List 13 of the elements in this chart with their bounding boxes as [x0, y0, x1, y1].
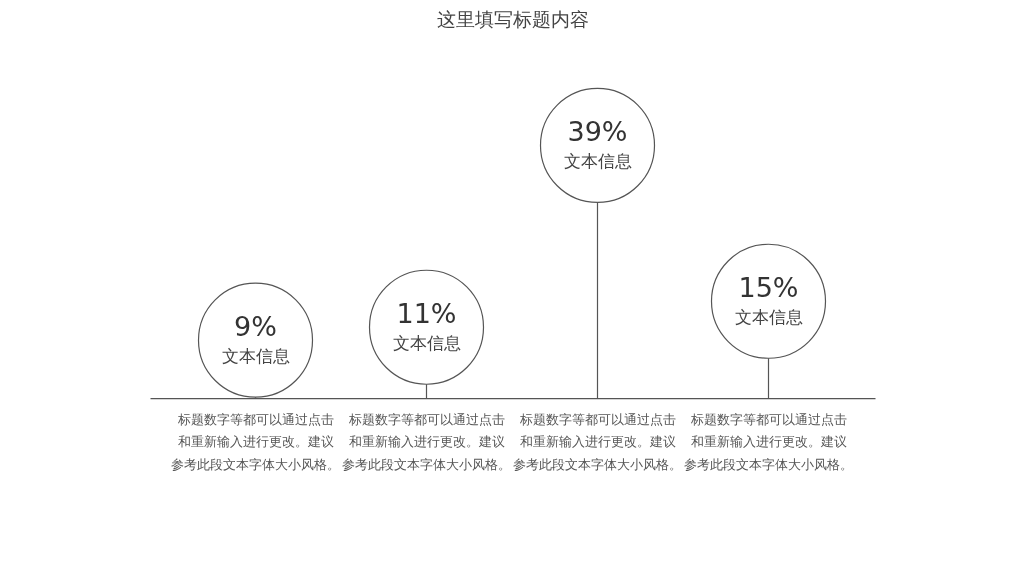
annotation: 文本信息 — [392, 332, 461, 353]
x-tick-label: 标题数字等都可以通过点击和重新输入进行更改。建议参考此段文本字体大小风格。 — [513, 411, 682, 472]
annotation: 文本信息 — [734, 306, 803, 327]
x-tick-label: 标题数字等都可以通过点击和重新输入进行更改。建议参考此段文本字体大小风格。 — [684, 411, 853, 472]
chart-title: 这里填写标题内容 — [436, 7, 589, 30]
text: 文本信息 — [221, 345, 290, 366]
data-label: 39% — [567, 116, 628, 148]
x-tick-label: 标题数字等都可以通过点击和重新输入进行更改。建议参考此段文本字体大小风格。 — [171, 411, 340, 472]
x-tick-label: 标题数字等都可以通过点击和重新输入进行更改。建议参考此段文本字体大小风格。 — [342, 411, 511, 472]
data-label: 9% — [234, 311, 277, 343]
data-label: 15% — [738, 272, 799, 304]
annotation: 文本信息 — [563, 151, 632, 172]
data-label: 11% — [396, 298, 457, 330]
